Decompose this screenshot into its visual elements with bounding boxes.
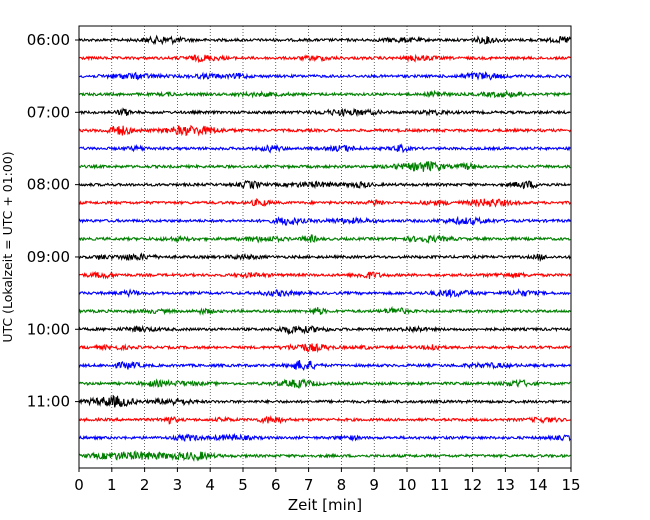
trace-line (78, 71, 571, 81)
y-tick-label: 08:00 (27, 176, 70, 194)
seismic-traces (78, 34, 571, 462)
trace-line (78, 378, 571, 389)
plot-frame (78, 25, 572, 469)
x-tick-label: 13 (496, 476, 515, 494)
x-tick-label: 8 (337, 476, 347, 494)
y-tick-label: 10:00 (27, 320, 70, 338)
x-axis-ticks: 0 1 2 3 4 5 6 7 8 9 10 11 12 13 14 15 (74, 468, 581, 494)
trace-line (78, 34, 571, 46)
x-tick-label: 9 (369, 476, 379, 494)
trace-line (78, 179, 571, 190)
y-axis-ticks: 06:00 07:00 08:00 09:00 10:00 11:00 (27, 31, 79, 411)
trace-line (78, 53, 571, 64)
x-tick-label: 3 (173, 476, 183, 494)
trace-line (78, 160, 571, 172)
x-tick-label: 15 (561, 476, 580, 494)
trace-line (78, 107, 571, 118)
x-tick-label: 4 (205, 476, 215, 494)
y-tick-label: 06:00 (27, 31, 70, 49)
trace-line (78, 415, 571, 425)
trace-line (78, 450, 571, 462)
trace-line (78, 306, 571, 316)
trace-line (78, 143, 571, 154)
x-tick-label: 2 (140, 476, 150, 494)
x-tick-label: 5 (238, 476, 248, 494)
x-tick-label: 7 (304, 476, 314, 494)
x-tick-label: 10 (397, 476, 416, 494)
x-tick-label: 6 (271, 476, 281, 494)
x-tick-label: 12 (463, 476, 482, 494)
x-axis-label: Zeit [min] (288, 496, 362, 514)
trace-line (78, 343, 571, 354)
trace-line (78, 270, 571, 280)
x-tick-label: 11 (430, 476, 449, 494)
trace-line (78, 394, 571, 408)
trace-line (78, 198, 571, 208)
y-tick-label: 09:00 (27, 248, 70, 266)
x-tick-label: 14 (529, 476, 548, 494)
y-tick-label: 11:00 (27, 393, 70, 411)
trace-line (78, 124, 571, 137)
trace-line (78, 432, 571, 442)
trace-line (78, 324, 571, 336)
x-tick-label: 1 (107, 476, 117, 494)
trace-line (78, 89, 571, 99)
trace-line (78, 360, 571, 371)
trace-line (78, 234, 571, 244)
y-axis-label: UTC (Lokalzeit = UTC + 01:00) (0, 151, 15, 342)
trace-line (78, 287, 571, 299)
y-tick-label: 07:00 (27, 103, 70, 121)
x-tick-label: 0 (74, 476, 84, 494)
trace-line (78, 215, 571, 227)
trace-line (78, 252, 571, 263)
